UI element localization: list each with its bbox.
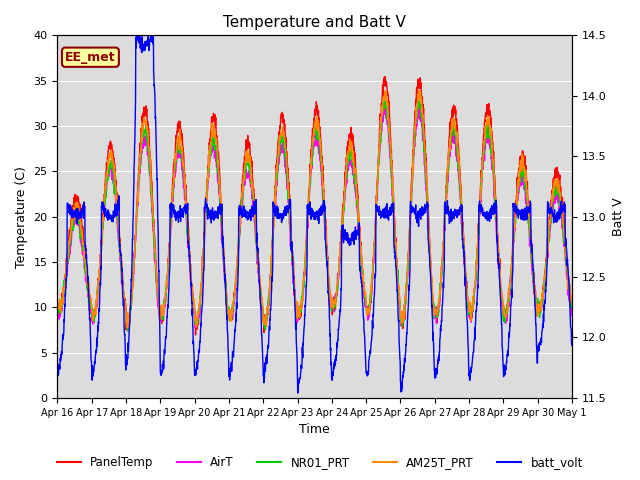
PanelTemp	[330, 306, 337, 312]
Y-axis label: Batt V: Batt V	[612, 197, 625, 236]
AM25T_PRT	[54, 303, 61, 309]
NR01_PRT	[54, 310, 61, 316]
Line: PanelTemp: PanelTemp	[58, 77, 572, 335]
NR01_PRT	[197, 288, 205, 294]
AirT	[125, 326, 132, 332]
Legend: PanelTemp, AirT, NR01_PRT, AM25T_PRT, batt_volt: PanelTemp, AirT, NR01_PRT, AM25T_PRT, ba…	[52, 452, 588, 474]
AirT	[568, 312, 575, 318]
NR01_PRT	[464, 300, 472, 305]
PanelTemp	[54, 296, 61, 301]
AirT	[197, 286, 205, 292]
batt_volt	[568, 342, 575, 348]
AirT	[464, 299, 472, 305]
PanelTemp	[197, 287, 205, 293]
NR01_PRT	[340, 194, 348, 200]
AirT	[340, 200, 348, 206]
AM25T_PRT	[197, 280, 205, 286]
NR01_PRT	[537, 299, 545, 304]
batt_volt	[54, 369, 61, 374]
Line: AirT: AirT	[58, 106, 572, 329]
batt_volt	[330, 364, 337, 370]
Line: batt_volt: batt_volt	[58, 36, 572, 393]
AirT	[523, 200, 531, 206]
AirT	[380, 103, 388, 109]
X-axis label: Time: Time	[300, 423, 330, 436]
PanelTemp	[381, 74, 389, 80]
AirT	[537, 300, 545, 306]
batt_volt	[134, 33, 141, 38]
batt_volt	[464, 344, 472, 350]
AM25T_PRT	[523, 188, 531, 194]
PanelTemp	[340, 189, 348, 195]
Line: AM25T_PRT: AM25T_PRT	[58, 91, 572, 328]
AM25T_PRT	[537, 298, 545, 304]
batt_volt	[341, 234, 349, 240]
batt_volt	[537, 336, 545, 341]
AM25T_PRT	[124, 325, 132, 331]
batt_volt	[294, 390, 301, 396]
PanelTemp	[523, 179, 531, 185]
AirT	[54, 313, 61, 319]
Line: NR01_PRT: NR01_PRT	[58, 96, 572, 331]
NR01_PRT	[568, 303, 575, 309]
Title: Temperature and Batt V: Temperature and Batt V	[223, 15, 406, 30]
batt_volt	[197, 323, 205, 329]
AM25T_PRT	[340, 192, 348, 197]
NR01_PRT	[523, 196, 531, 202]
NR01_PRT	[417, 94, 424, 99]
AirT	[330, 305, 337, 311]
batt_volt	[523, 217, 531, 223]
AM25T_PRT	[464, 296, 472, 302]
AM25T_PRT	[568, 301, 575, 307]
Y-axis label: Temperature (C): Temperature (C)	[15, 166, 28, 267]
PanelTemp	[464, 305, 472, 311]
Text: EE_met: EE_met	[65, 51, 116, 64]
AM25T_PRT	[415, 88, 422, 94]
PanelTemp	[192, 332, 200, 338]
AM25T_PRT	[330, 303, 337, 309]
NR01_PRT	[330, 302, 337, 308]
PanelTemp	[568, 308, 575, 313]
NR01_PRT	[124, 328, 132, 334]
PanelTemp	[537, 299, 545, 304]
